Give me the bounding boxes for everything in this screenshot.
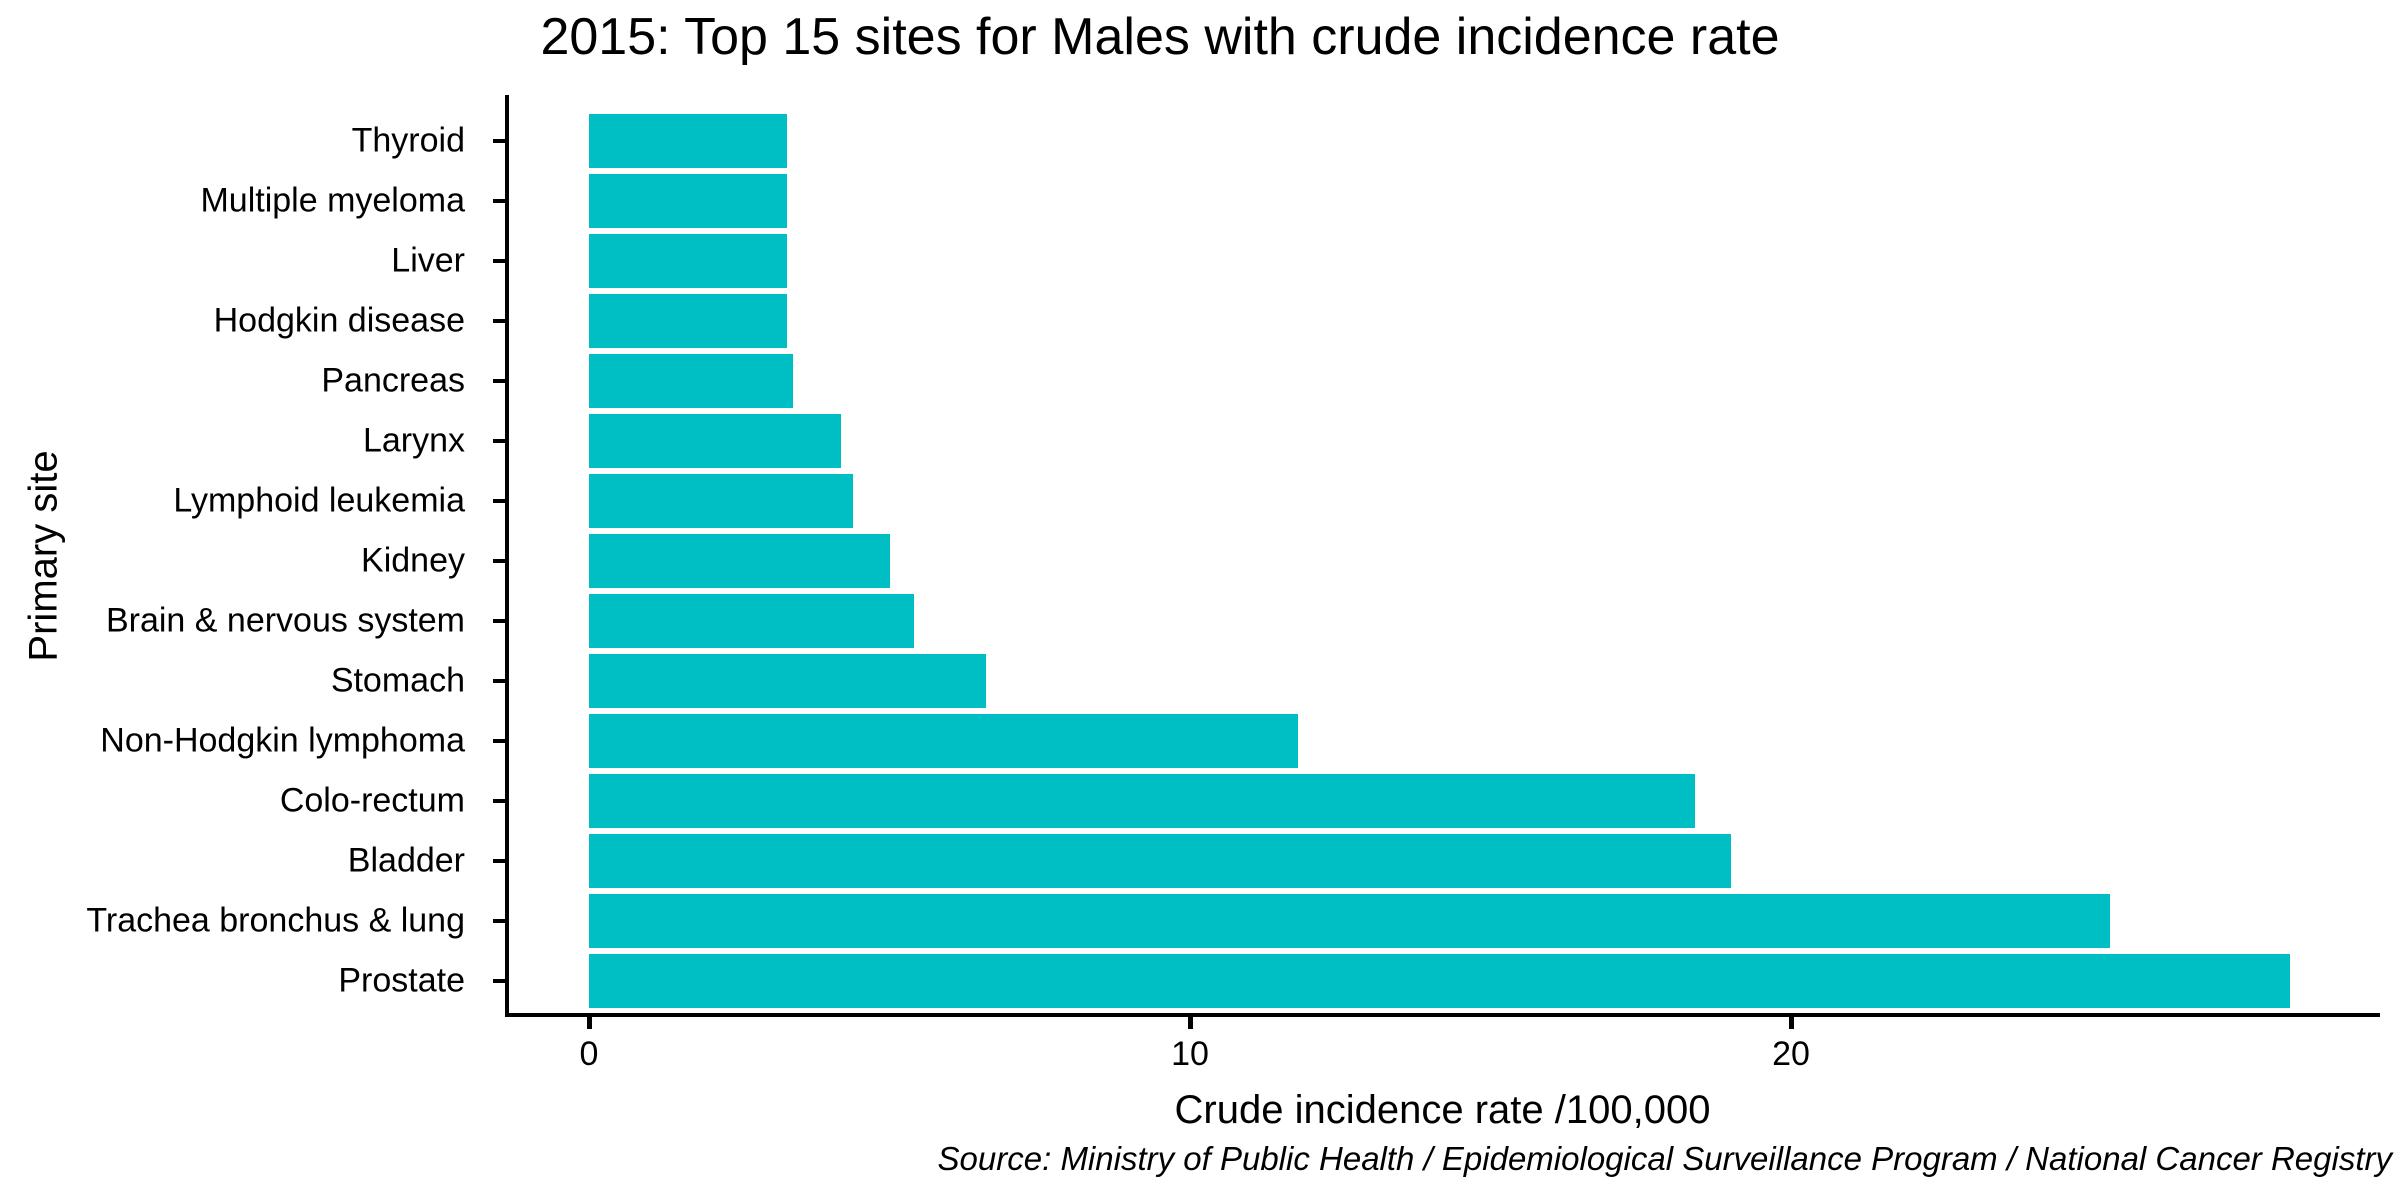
bar-row: Liver [391, 231, 2380, 291]
y-tick-mark [493, 799, 505, 803]
y-tick-label: Thyroid [351, 121, 465, 160]
bar-pancreas [589, 354, 794, 408]
bar-larynx [589, 414, 842, 468]
y-tick-label: Hodgkin disease [213, 301, 465, 340]
bar-trachea-bronchus-lung [589, 894, 2110, 948]
y-tick-mark [493, 919, 505, 923]
bar-non-hodgkin-lymphoma [589, 714, 1299, 768]
bar-bladder [589, 834, 1731, 888]
bar-row: Non-Hodgkin lymphoma [100, 711, 2380, 771]
bar-liver [589, 234, 788, 288]
y-tick-mark [493, 259, 505, 263]
bar-prostate [589, 954, 2290, 1008]
bar-row: Lymphoid leukemia [173, 471, 2380, 531]
y-tick-label: Bladder [347, 841, 465, 880]
bar-lymphoid-leukemia [589, 474, 854, 528]
source-note: Source: Ministry of Public Health / Epid… [937, 1140, 2392, 1177]
x-tick-mark [586, 1013, 592, 1029]
y-tick-label: Colo-rectum [279, 781, 465, 820]
y-tick-label: Pancreas [321, 361, 465, 400]
y-tick-label: Stomach [330, 661, 465, 700]
bar-row: Pancreas [321, 351, 2380, 411]
y-tick-mark [493, 499, 505, 503]
bar-row: Hodgkin disease [214, 291, 2380, 351]
y-tick-mark [493, 379, 505, 383]
bar-row: Larynx [363, 411, 2380, 471]
y-tick-label: Larynx [362, 421, 465, 460]
y-tick-label: Liver [391, 241, 465, 280]
y-tick-label: Kidney [361, 541, 465, 580]
bar-rows: Thyroid Multiple myeloma Liver Hodgkin dise… [86, 111, 2380, 1011]
bar-thyroid [589, 114, 788, 168]
y-tick-mark [493, 859, 505, 863]
bar-hodgkin-disease [589, 294, 788, 348]
bar-row: Brain & nervous system [106, 591, 2380, 651]
bar-multiple-myeloma [589, 174, 788, 228]
y-tick-mark [493, 439, 505, 443]
y-tick-mark [493, 979, 505, 983]
y-tick-label: Prostate [338, 961, 465, 1000]
bar-row: Multiple myeloma [200, 171, 2380, 231]
y-tick-mark [493, 319, 505, 323]
bar-row: Thyroid [352, 111, 2380, 171]
bar-colo-rectum [589, 774, 1695, 828]
y-tick-mark [493, 679, 505, 683]
y-tick-label: Trachea bronchus & lung [86, 901, 465, 940]
y-tick-label: Lymphoid leukemia [173, 481, 465, 520]
x-axis-title: Crude incidence rate /100,000 [1174, 1088, 1711, 1132]
bar-row: Stomach [331, 651, 2380, 711]
x-tick-mark [1788, 1013, 1794, 1029]
y-tick-label: Non-Hodgkin lymphoma [100, 721, 465, 760]
y-tick-mark [493, 559, 505, 563]
x-tick-mark [1187, 1013, 1193, 1029]
bar-row: Colo-rectum [280, 771, 2380, 831]
x-tick-label: 0 [579, 1035, 599, 1073]
bar-row: Trachea bronchus & lung [86, 891, 2380, 951]
x-tick-label: 20 [1772, 1035, 1810, 1073]
bar-stomach [589, 654, 986, 708]
y-tick-mark [493, 139, 505, 143]
bar-brain-nervous-system [589, 594, 914, 648]
bar-row: Kidney [361, 531, 2380, 591]
y-tick-label: Brain & nervous system [105, 601, 465, 640]
y-tick-mark [493, 739, 505, 743]
y-tick-mark [493, 199, 505, 203]
chart-title: 2015: Top 15 sites for Males with crude … [540, 8, 1780, 66]
y-tick-label: Multiple myeloma [200, 181, 465, 220]
bar-kidney [589, 534, 890, 588]
plot-panel: Thyroid Multiple myeloma Liver Hodgkin dise… [86, 95, 2380, 1073]
y-tick-mark [493, 619, 505, 623]
bar-row: Prostate [338, 951, 2380, 1011]
x-tick-label: 10 [1171, 1035, 1209, 1073]
bar-row: Bladder [348, 831, 2380, 891]
